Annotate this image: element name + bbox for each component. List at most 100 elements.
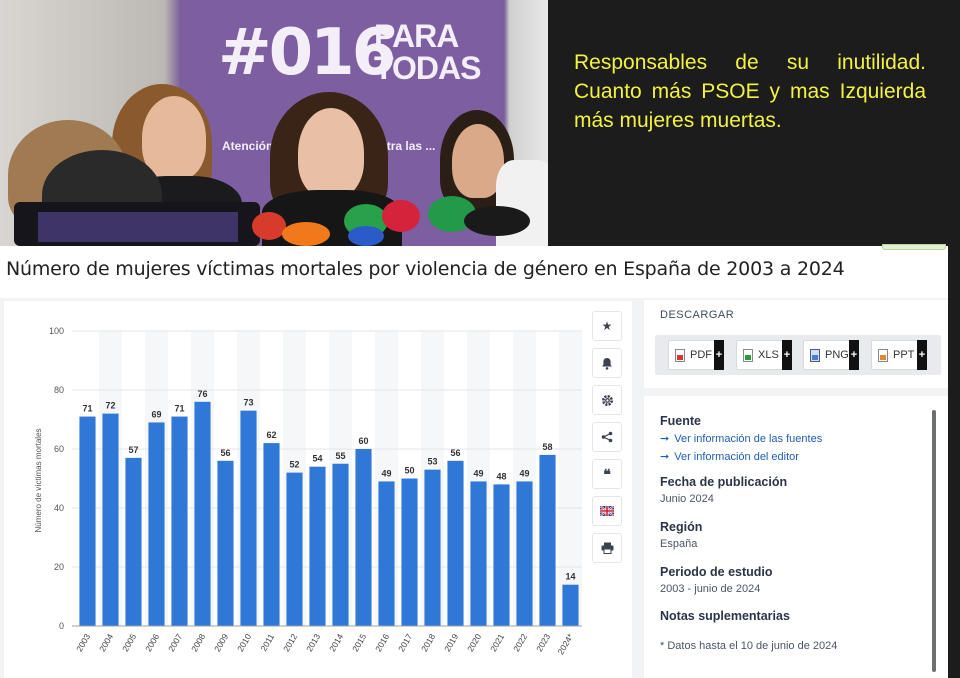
gear-icon[interactable] bbox=[592, 385, 622, 415]
download-panel: DESCARGAR PDF + XLS + PNG + PPT + bbox=[644, 300, 948, 388]
y-tick-label: 40 bbox=[54, 503, 64, 513]
data-label: 49 bbox=[381, 468, 391, 478]
data-label: 56 bbox=[220, 448, 230, 458]
bar-2020 bbox=[470, 481, 487, 626]
info-panel: Fuente ➞ Ver información de las fuentes ➞… bbox=[644, 396, 948, 678]
data-label: 56 bbox=[450, 448, 460, 458]
print-icon[interactable] bbox=[592, 533, 622, 563]
data-label: 14 bbox=[565, 572, 575, 582]
data-label: 62 bbox=[266, 430, 276, 440]
data-label: 71 bbox=[82, 404, 92, 414]
sources-link[interactable]: ➞ Ver información de las fuentes bbox=[660, 432, 822, 445]
bar-2005 bbox=[125, 457, 142, 626]
x-tick-label: 2021 bbox=[488, 632, 506, 654]
x-tick-label: 2014 bbox=[327, 632, 345, 654]
publication-value: Junio 2024 bbox=[660, 493, 714, 505]
region-heading: Región bbox=[660, 520, 703, 534]
region-value: España bbox=[660, 538, 698, 550]
pdf-file-icon bbox=[675, 348, 685, 362]
quote-icon[interactable]: ❝ bbox=[592, 459, 622, 489]
x-tick-label: 2018 bbox=[419, 632, 437, 654]
data-label: 49 bbox=[473, 468, 483, 478]
x-tick-label: 2004 bbox=[97, 632, 115, 654]
notes-value: * Datos hasta el 10 de junio de 2024 bbox=[660, 640, 838, 652]
bar-2023 bbox=[539, 454, 556, 626]
arrow-right-icon: ➞ bbox=[660, 451, 670, 463]
bar-2014 bbox=[332, 463, 349, 626]
data-label: 71 bbox=[174, 404, 184, 414]
download-pdf-label: PDF bbox=[690, 349, 712, 361]
star-icon[interactable]: ★ bbox=[592, 311, 622, 341]
x-tick-label: 2019 bbox=[442, 632, 460, 654]
publication-heading: Fecha de publicación bbox=[660, 475, 788, 489]
bar-2024* bbox=[562, 584, 579, 626]
chart-title: Número de mujeres víctimas mortales por … bbox=[6, 258, 845, 280]
bar-2008 bbox=[194, 401, 211, 626]
source-heading: Fuente bbox=[660, 414, 701, 428]
chart-toolbar: ★ ❝ bbox=[592, 311, 624, 570]
x-tick-label: 2003 bbox=[74, 632, 92, 654]
download-png-plus[interactable]: + bbox=[849, 340, 859, 370]
data-label: 53 bbox=[427, 457, 437, 467]
bell-icon[interactable] bbox=[592, 348, 622, 378]
banner-para-todas: PARA TODAS bbox=[374, 18, 481, 86]
bar-2022 bbox=[516, 481, 533, 626]
notes-heading: Notas suplementarias bbox=[660, 609, 790, 623]
bar-2016 bbox=[378, 481, 395, 626]
y-tick-label: 80 bbox=[54, 385, 64, 395]
x-tick-label: 2010 bbox=[235, 632, 253, 654]
y-tick-label: 100 bbox=[49, 326, 64, 336]
bar-2006 bbox=[148, 422, 165, 626]
publisher-link-text: Ver información del editor bbox=[674, 451, 799, 463]
x-tick-label: 2023 bbox=[534, 632, 552, 654]
press-photo: #016 PARA TODAS Atención a ... de violen… bbox=[0, 0, 548, 246]
download-xls-label: XLS bbox=[758, 349, 779, 361]
data-label: 49 bbox=[519, 468, 529, 478]
data-label: 69 bbox=[151, 409, 161, 419]
x-tick-label: 2024* bbox=[555, 631, 575, 656]
share-icon[interactable] bbox=[592, 422, 622, 452]
data-label: 55 bbox=[335, 451, 345, 461]
tv-camera bbox=[14, 202, 260, 246]
bar-2015 bbox=[355, 449, 372, 626]
ppt-file-icon bbox=[878, 348, 888, 362]
x-tick-label: 2006 bbox=[143, 632, 161, 654]
bar-2011 bbox=[263, 443, 280, 626]
download-buttons: PDF + XLS + PNG + PPT + bbox=[655, 335, 941, 375]
data-label: 60 bbox=[358, 436, 368, 446]
bar-2003 bbox=[79, 416, 96, 626]
overlay-caption: Responsables de su inutilidad. Cuanto má… bbox=[574, 51, 926, 132]
bar-2004 bbox=[102, 413, 119, 626]
x-tick-label: 2013 bbox=[304, 632, 322, 654]
data-label: 58 bbox=[542, 442, 552, 452]
info-scrollbar[interactable] bbox=[932, 410, 936, 672]
header-pill bbox=[882, 244, 946, 250]
download-ppt-label: PPT bbox=[893, 349, 915, 361]
bar-2017 bbox=[401, 478, 418, 626]
bar-chart: 0 20 40 60 80 100 Número de víctimas mortales 7… bbox=[34, 326, 582, 656]
flag-icon[interactable] bbox=[592, 496, 622, 526]
period-value: 2003 - junio de 2024 bbox=[660, 583, 761, 595]
download-label: DESCARGAR bbox=[660, 309, 735, 321]
x-tick-label: 2008 bbox=[189, 632, 207, 654]
data-label: 52 bbox=[289, 460, 299, 470]
x-tick-label: 2022 bbox=[511, 632, 529, 654]
y-tick-label: 0 bbox=[59, 621, 64, 631]
xls-file-icon bbox=[743, 348, 753, 362]
bar-2007 bbox=[171, 416, 188, 626]
x-tick-label: 2015 bbox=[350, 632, 368, 654]
download-pdf-plus[interactable]: + bbox=[714, 340, 724, 370]
download-xls-plus[interactable]: + bbox=[782, 340, 792, 370]
download-ppt-plus[interactable]: + bbox=[917, 340, 927, 370]
y-tick-label: 20 bbox=[54, 562, 64, 572]
x-tick-label: 2011 bbox=[258, 632, 276, 653]
column-band bbox=[559, 331, 582, 626]
x-tick-label: 2017 bbox=[396, 632, 414, 654]
bar-2019 bbox=[447, 460, 464, 626]
data-label: 76 bbox=[197, 389, 207, 399]
data-label: 48 bbox=[496, 471, 506, 481]
data-label: 72 bbox=[105, 401, 115, 411]
bar-2009 bbox=[217, 460, 234, 626]
publisher-link[interactable]: ➞ Ver información del editor bbox=[660, 450, 799, 463]
card-header: Número de mujeres víctimas mortales por … bbox=[0, 244, 948, 298]
